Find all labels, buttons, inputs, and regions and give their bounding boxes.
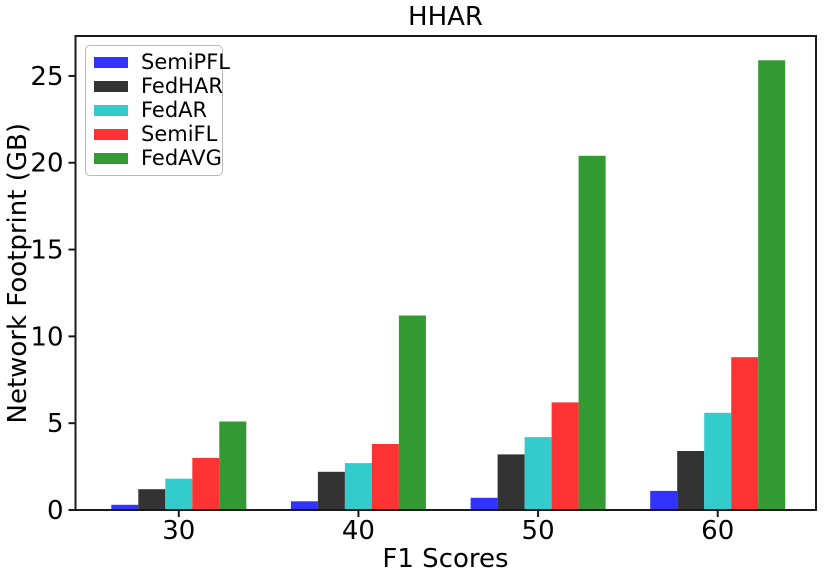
bar-fedavg-40 [398, 315, 426, 510]
bar-semipfl-30 [111, 504, 139, 510]
y-tick-label: 15 [30, 236, 63, 266]
legend-label-semifl: SemiFL [141, 122, 218, 147]
bar-fedar-50 [524, 437, 552, 510]
x-tick-label: 50 [522, 516, 555, 546]
y-tick-label: 25 [30, 62, 63, 92]
y-tick-label: 10 [30, 322, 63, 352]
legend-swatch-fedar [94, 104, 128, 116]
legend: SemiPFL FedHAR FedAR SemiFL FedAVG [85, 45, 230, 176]
bar-semifl-60 [731, 357, 759, 510]
legend-swatch-semifl [94, 129, 128, 141]
legend-entry-fedavg: FedAVG [94, 148, 222, 169]
bar-fedar-60 [704, 412, 732, 510]
legend-swatch-fedhar [94, 80, 128, 92]
x-axis-label: F1 Scores [382, 544, 509, 574]
bar-fedavg-50 [578, 155, 606, 511]
bar-fedhar-40 [317, 471, 345, 510]
bar-semipfl-50 [470, 497, 498, 510]
legend-label-semipfl: SemiPFL [141, 49, 230, 74]
x-tick-label: 40 [342, 516, 375, 546]
bar-fedar-30 [165, 478, 193, 510]
legend-entry-semifl: SemiFL [94, 124, 222, 145]
bar-fedhar-50 [497, 454, 525, 510]
y-tick-label: 0 [47, 496, 64, 526]
bar-semipfl-60 [650, 490, 678, 510]
bar-fedhar-30 [138, 489, 166, 510]
legend-swatch-semipfl [94, 56, 128, 68]
legend-swatch-fedavg [94, 153, 128, 165]
legend-entry-semipfl: SemiPFL [94, 51, 230, 73]
legend-entry-fedhar: FedHAR [94, 73, 223, 98]
bar-semifl-50 [551, 402, 579, 510]
bar-fedar-40 [344, 463, 372, 510]
legend-label-fedhar: FedHAR [141, 73, 223, 98]
bar-fedhar-60 [677, 451, 705, 510]
bar-semifl-40 [371, 444, 399, 510]
bar-fedavg-60 [758, 60, 786, 511]
plot-spines [74, 35, 817, 511]
y-tick-label: 20 [30, 149, 63, 179]
bar-semipfl-40 [290, 501, 318, 510]
x-tick-label: 60 [701, 516, 734, 546]
x-tick-label: 30 [162, 516, 195, 546]
legend-entry-fedar: FedAR [94, 97, 222, 122]
y-tick-label: 5 [47, 409, 64, 439]
legend-label-fedar: FedAR [141, 97, 208, 122]
bar-semifl-30 [192, 457, 220, 510]
bar-fedavg-30 [219, 421, 247, 510]
legend-label-fedavg: FedAVG [141, 146, 222, 171]
chart-title: HHAR [408, 2, 483, 32]
